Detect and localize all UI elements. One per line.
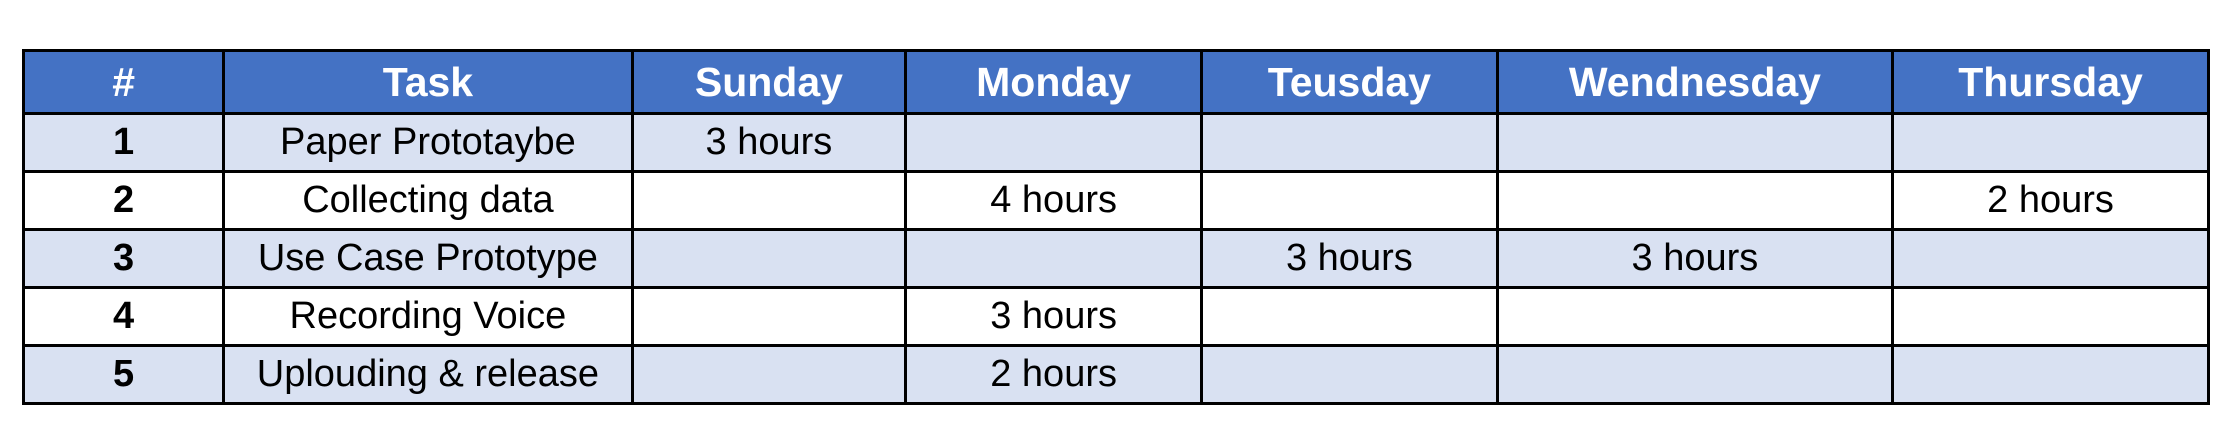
- sunday-cell: 3 hours: [630, 112, 908, 173]
- task-cell: Use Case Prototype: [222, 228, 634, 289]
- sunday-cell: [630, 286, 908, 347]
- wednesday-cell: 3 hours: [1495, 228, 1895, 289]
- thursday-cell: [1891, 112, 2210, 173]
- table-header: # Task Sunday Monday Teusday Wendnesday …: [21, 49, 2210, 115]
- schedule-table: # Task Sunday Monday Teusday Wendnesday …: [21, 49, 2210, 405]
- thursday-cell: 2 hours: [1891, 170, 2210, 231]
- monday-cell: 3 hours: [904, 286, 1203, 347]
- table-row: 5 Uplouding & release 2 hours: [21, 344, 2210, 405]
- tuesday-cell: [1199, 286, 1499, 347]
- header-task: Task: [222, 49, 634, 115]
- thursday-cell: [1891, 344, 2210, 405]
- sunday-cell: [630, 170, 908, 231]
- thursday-cell: [1891, 286, 2210, 347]
- wednesday-cell: [1495, 344, 1895, 405]
- table-body: 1 Paper Prototaybe 3 hours 2 Collecting …: [21, 112, 2210, 405]
- row-number: 3: [21, 228, 226, 289]
- table-row: 4 Recording Voice 3 hours: [21, 286, 2210, 347]
- tuesday-cell: [1199, 170, 1499, 231]
- task-cell: Paper Prototaybe: [222, 112, 634, 173]
- wednesday-cell: [1495, 112, 1895, 173]
- table-row: 3 Use Case Prototype 3 hours 3 hours: [21, 228, 2210, 289]
- wednesday-cell: [1495, 286, 1895, 347]
- header-row: # Task Sunday Monday Teusday Wendnesday …: [21, 49, 2210, 115]
- row-number: 2: [21, 170, 226, 231]
- task-cell: Recording Voice: [222, 286, 634, 347]
- monday-cell: [904, 112, 1203, 173]
- thursday-cell: [1891, 228, 2210, 289]
- sunday-cell: [630, 228, 908, 289]
- sunday-cell: [630, 344, 908, 405]
- row-number: 1: [21, 112, 226, 173]
- header-sunday: Sunday: [630, 49, 908, 115]
- monday-cell: 2 hours: [904, 344, 1203, 405]
- monday-cell: 4 hours: [904, 170, 1203, 231]
- row-number: 5: [21, 344, 226, 405]
- wednesday-cell: [1495, 170, 1895, 231]
- task-cell: Uplouding & release: [222, 344, 634, 405]
- tuesday-cell: [1199, 112, 1499, 173]
- row-number: 4: [21, 286, 226, 347]
- monday-cell: [904, 228, 1203, 289]
- tuesday-cell: 3 hours: [1199, 228, 1499, 289]
- header-monday: Monday: [904, 49, 1203, 115]
- header-tuesday: Teusday: [1199, 49, 1499, 115]
- header-wednesday: Wendnesday: [1495, 49, 1895, 115]
- header-thursday: Thursday: [1891, 49, 2210, 115]
- tuesday-cell: [1199, 344, 1499, 405]
- table-row: 2 Collecting data 4 hours 2 hours: [21, 170, 2210, 231]
- header-number: #: [21, 49, 226, 115]
- table-row: 1 Paper Prototaybe 3 hours: [21, 112, 2210, 173]
- task-cell: Collecting data: [222, 170, 634, 231]
